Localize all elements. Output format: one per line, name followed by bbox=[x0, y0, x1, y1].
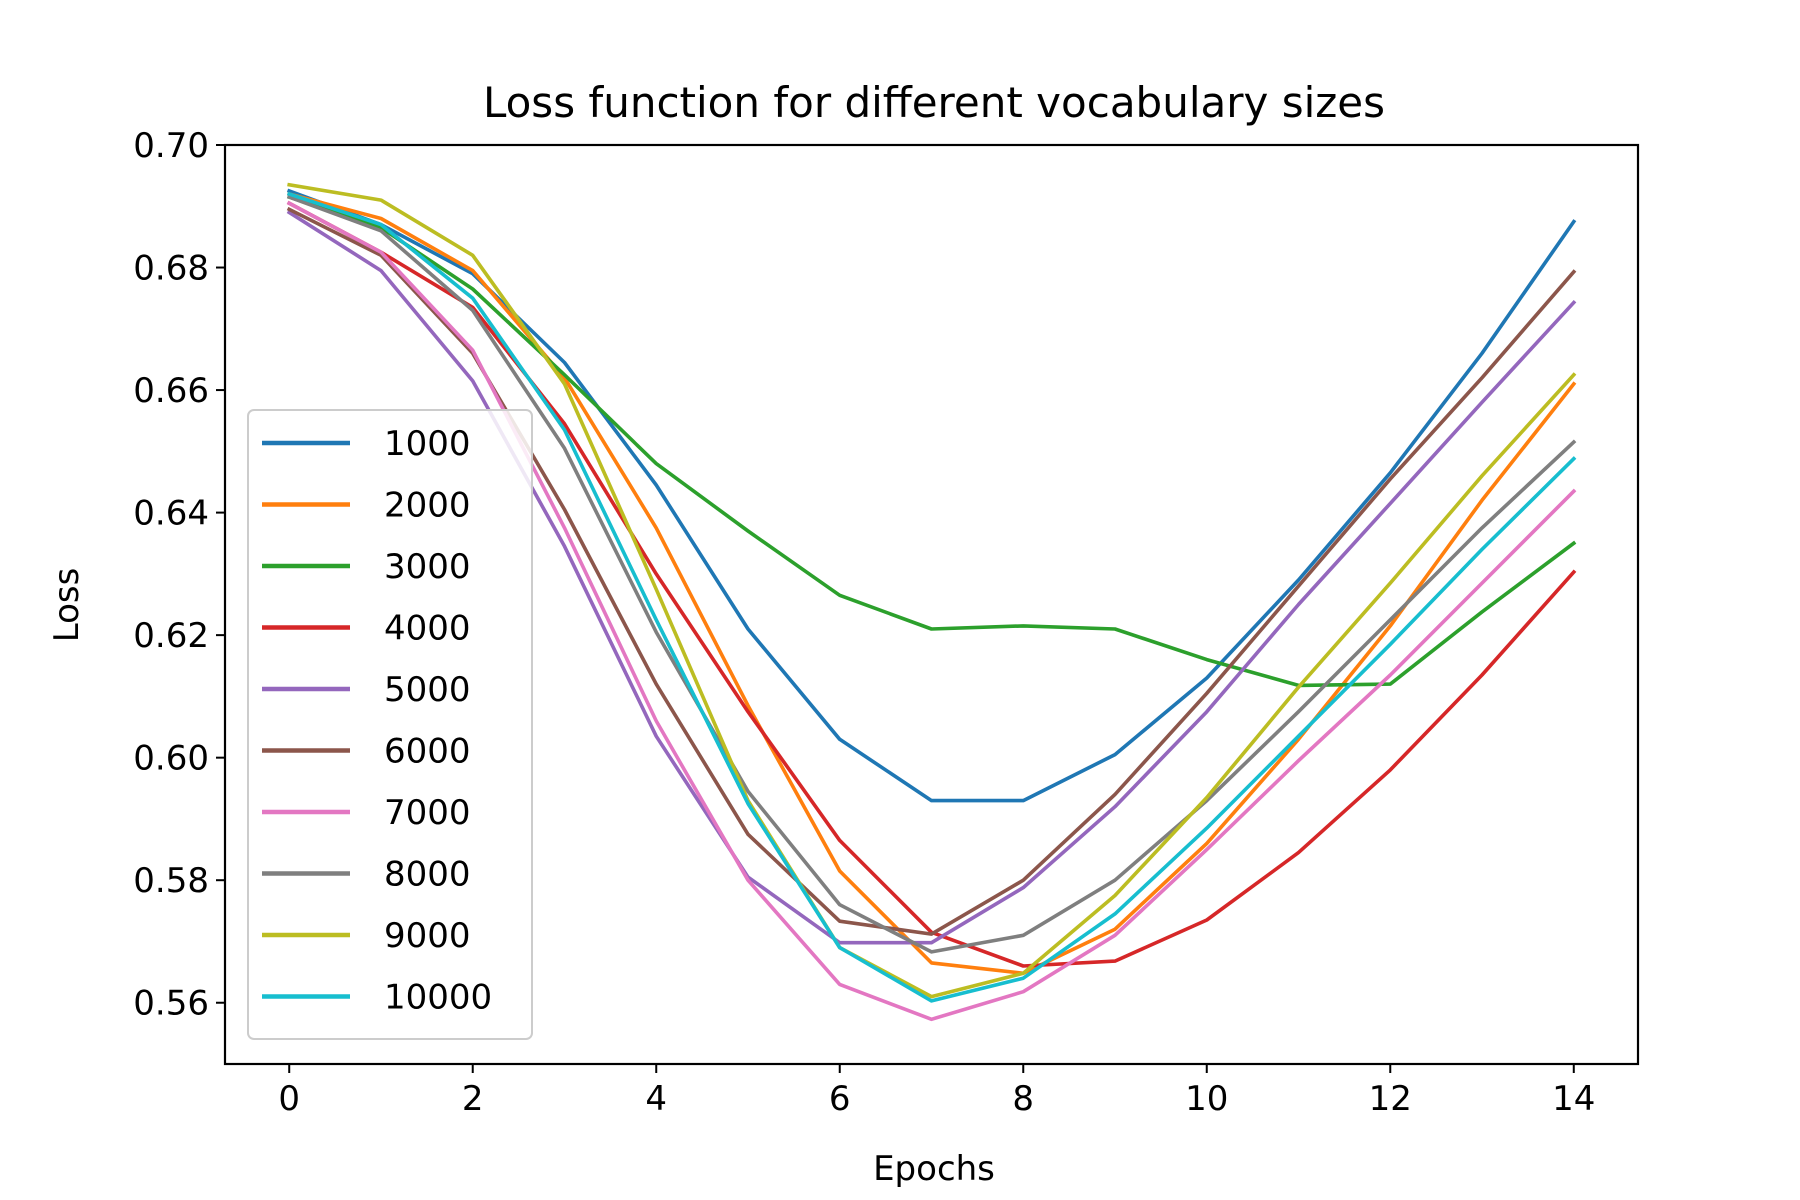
legend-label-4000: 4000 bbox=[384, 609, 471, 649]
legend: 1000 2000 3000 4000 5000 6000 7000 8000 9000 1000… bbox=[247, 409, 533, 1040]
legend-label-5000: 5000 bbox=[384, 670, 471, 710]
x-axis: 0 2 4 6 8 10 12 14 bbox=[278, 1064, 1595, 1119]
series-layer bbox=[286, 182, 1577, 1022]
y-tick-label: 0.58 bbox=[133, 861, 209, 901]
legend-label-3000: 3000 bbox=[384, 547, 471, 587]
x-tick-label: 0 bbox=[278, 1079, 300, 1119]
series-line-1000 bbox=[286, 188, 1577, 803]
x-tick-label: 8 bbox=[1012, 1079, 1034, 1119]
series-line-6000 bbox=[286, 206, 1577, 936]
series-line-3000 bbox=[286, 194, 1577, 688]
y-tick-label: 0.68 bbox=[133, 249, 209, 289]
plot-frame bbox=[223, 143, 1640, 1066]
y-axis: 0.56 0.58 0.60 0.62 0.64 0.66 0.68 0.70 bbox=[133, 126, 225, 1024]
x-axis-label: Epochs bbox=[873, 1149, 995, 1189]
y-tick-label: 0.66 bbox=[133, 371, 209, 411]
legend-label-6000: 6000 bbox=[384, 732, 471, 772]
legend-label-9000: 9000 bbox=[384, 916, 471, 956]
legend-label-7000: 7000 bbox=[384, 793, 471, 833]
y-tick-label: 0.60 bbox=[133, 739, 209, 779]
x-tick-label: 6 bbox=[829, 1079, 851, 1119]
series-line-8000 bbox=[286, 194, 1577, 954]
y-axis-label: Loss bbox=[47, 568, 87, 643]
y-tick-label: 0.70 bbox=[133, 126, 209, 166]
legend-label-8000: 8000 bbox=[384, 855, 471, 895]
y-tick-label: 0.56 bbox=[133, 984, 209, 1024]
series-line-10000 bbox=[286, 191, 1577, 1003]
x-tick-label: 2 bbox=[462, 1079, 484, 1119]
y-tick-label: 0.62 bbox=[133, 616, 209, 656]
x-tick-label: 14 bbox=[1552, 1079, 1595, 1119]
x-tick-label: 12 bbox=[1369, 1079, 1412, 1119]
legend-label-1000: 1000 bbox=[384, 424, 471, 464]
x-tick-label: 4 bbox=[645, 1079, 667, 1119]
y-tick-label: 0.64 bbox=[133, 494, 209, 534]
x-tick-label: 10 bbox=[1185, 1079, 1228, 1119]
series-line-9000 bbox=[287, 182, 1577, 999]
series-line-2000 bbox=[286, 191, 1577, 976]
legend-label-10000: 10000 bbox=[384, 978, 492, 1018]
chart-title: Loss function for different vocabulary s… bbox=[483, 78, 1385, 127]
legend-label-2000: 2000 bbox=[384, 486, 471, 526]
